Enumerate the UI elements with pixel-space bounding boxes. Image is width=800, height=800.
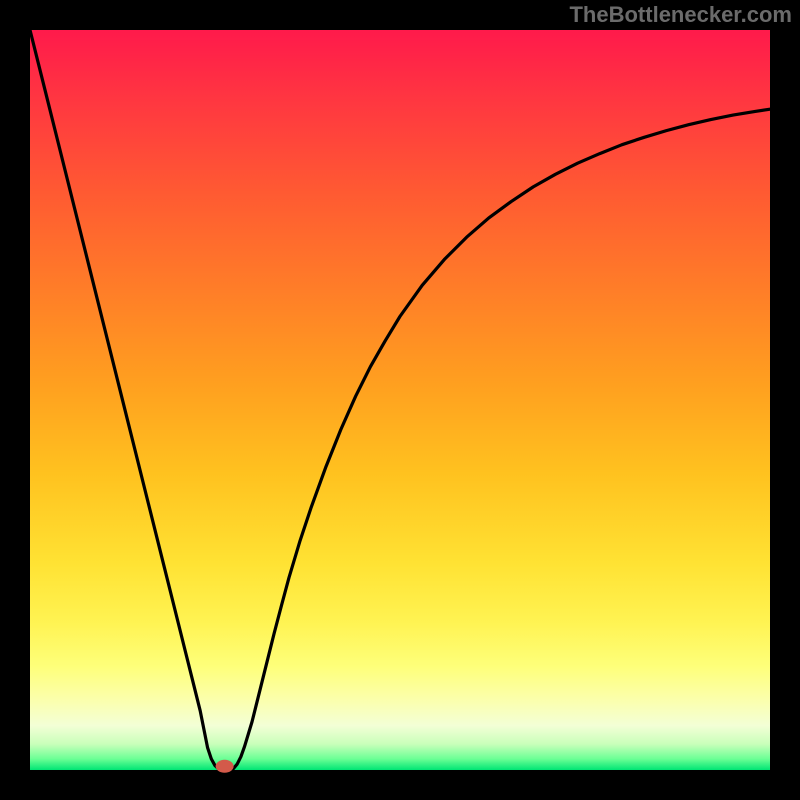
optimal-point-marker — [216, 760, 234, 773]
chart-container: TheBottlenecker.com — [0, 0, 800, 800]
bottleneck-chart — [0, 0, 800, 800]
chart-background — [30, 30, 770, 770]
watermark-text: TheBottlenecker.com — [569, 2, 792, 28]
